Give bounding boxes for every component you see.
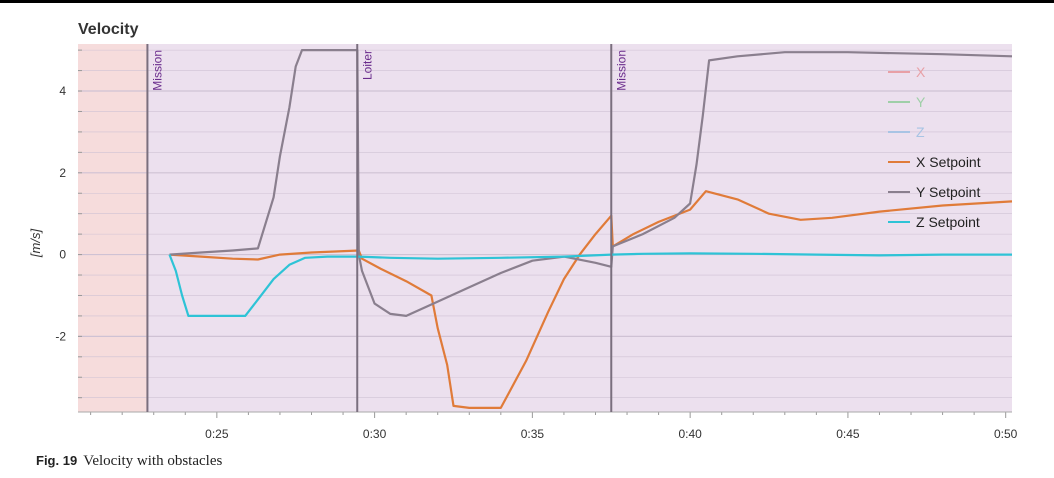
figure-label: Fig. 19 bbox=[36, 453, 78, 468]
series-line-x-setpoint bbox=[169, 190, 1013, 409]
top-rule bbox=[0, 0, 1054, 3]
chart-title: Velocity bbox=[78, 21, 139, 38]
x-tick-label: 0:40 bbox=[678, 427, 702, 441]
legend-label: Y Setpoint bbox=[916, 184, 980, 200]
series-line-y-setpoint bbox=[169, 49, 1013, 317]
legend-label: X Setpoint bbox=[916, 154, 981, 170]
y-tick-label: 2 bbox=[59, 166, 66, 180]
plot-area: 0:25 0:30 0:35 0:40 0:45 0:50 -2 0 2 4 Mission Loit… bbox=[55, 44, 1018, 441]
series-line-z-setpoint bbox=[168, 252, 1012, 317]
x-tick-label: 0:45 bbox=[836, 427, 860, 441]
y-tick-label: 0 bbox=[59, 248, 66, 262]
legend-label: Z bbox=[916, 124, 925, 140]
y-tick-label: -2 bbox=[55, 329, 66, 343]
mode-change-label: Mission bbox=[150, 50, 164, 91]
y-axis-label: [m/s] bbox=[28, 229, 43, 259]
figure-caption: Fig. 19 Velocity with obstacles bbox=[36, 453, 222, 470]
x-tick-label: 0:30 bbox=[363, 427, 387, 441]
y-tick-label: 4 bbox=[59, 84, 66, 98]
legend: XYZ X Setpoint Y Setpoint Z Setpoint bbox=[888, 64, 981, 230]
x-tick-label: 0:35 bbox=[521, 427, 545, 441]
x-tick-label: 0:50 bbox=[994, 427, 1018, 441]
prearm-region bbox=[78, 44, 148, 412]
mode-change-label: Mission bbox=[614, 50, 628, 91]
legend-label: Z Setpoint bbox=[916, 214, 980, 230]
legend-label: Y bbox=[916, 94, 926, 110]
x-tick-label: 0:25 bbox=[205, 427, 229, 441]
legend-label: X bbox=[916, 64, 926, 80]
plot-background bbox=[78, 44, 1012, 412]
caption-text: Velocity with obstacles bbox=[83, 453, 223, 469]
mode-change-label: Loiter bbox=[360, 50, 374, 80]
